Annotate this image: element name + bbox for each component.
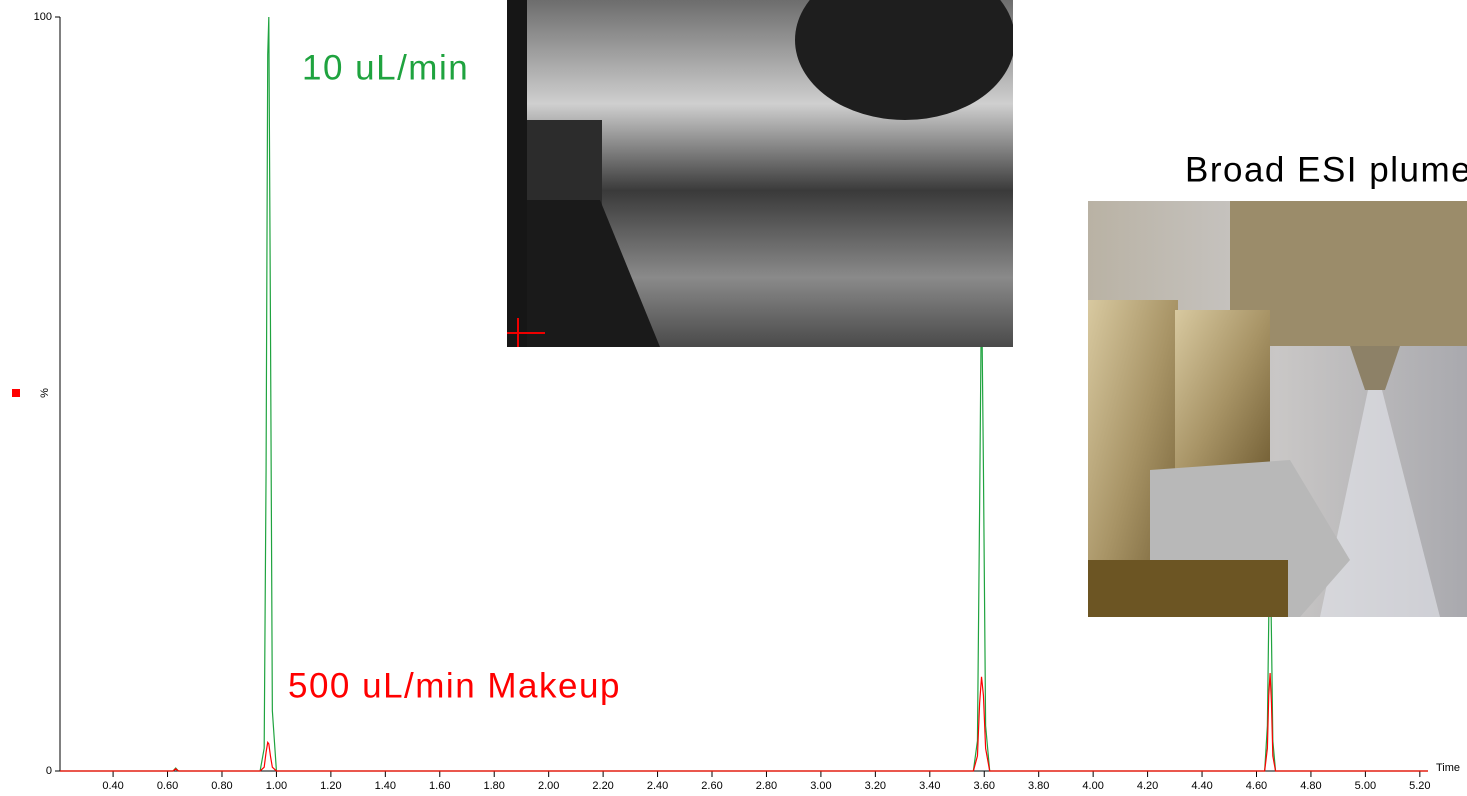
annotation: Broad ESI plume bbox=[1185, 150, 1467, 189]
x-tick-label: 0.40 bbox=[102, 780, 123, 792]
series-line bbox=[60, 672, 1428, 772]
x-tick-label: 2.00 bbox=[538, 780, 559, 792]
x-tick-label: 4.00 bbox=[1082, 780, 1103, 792]
x-tick-label: 2.60 bbox=[701, 780, 722, 792]
x-tick-label: 2.80 bbox=[756, 780, 777, 792]
x-tick-label: 2.40 bbox=[647, 780, 668, 792]
x-tick-label: 1.60 bbox=[429, 780, 450, 792]
x-tick-label: 3.80 bbox=[1028, 780, 1049, 792]
x-tick-label: 3.20 bbox=[865, 780, 886, 792]
x-axis-label: Time bbox=[1436, 762, 1460, 774]
x-tick-label: 1.00 bbox=[266, 780, 287, 792]
series-label: 10 uL/min bbox=[302, 48, 469, 87]
x-tick-label: 5.20 bbox=[1409, 780, 1430, 792]
y-tick-label: 100 bbox=[34, 11, 52, 23]
legend-marker bbox=[12, 389, 20, 397]
x-tick-label: 1.40 bbox=[375, 780, 396, 792]
photo-narrow-plume bbox=[507, 0, 1013, 347]
x-tick-label: 5.00 bbox=[1355, 780, 1376, 792]
x-tick-label: 1.80 bbox=[484, 780, 505, 792]
x-tick-label: 0.80 bbox=[211, 780, 232, 792]
series-label: 500 uL/min Makeup bbox=[288, 666, 621, 705]
x-tick-label: 0.60 bbox=[157, 780, 178, 792]
x-tick-label: 3.40 bbox=[919, 780, 940, 792]
y-tick-label: 0 bbox=[46, 765, 52, 777]
x-tick-label: 3.00 bbox=[810, 780, 831, 792]
x-tick-label: 4.60 bbox=[1246, 780, 1267, 792]
photo-broad-plume bbox=[1088, 201, 1467, 617]
plot-area: 0 100 0.40 0.60 0.80 1.00 1.20 1.40 1.60 1.80 2.00… bbox=[12, 11, 1460, 792]
x-tick-label: 4.40 bbox=[1191, 780, 1212, 792]
x-tick-label: 4.20 bbox=[1137, 780, 1158, 792]
x-tick-label: 2.20 bbox=[592, 780, 613, 792]
x-tick-label: 3.60 bbox=[974, 780, 995, 792]
y-axis-label: % bbox=[39, 388, 51, 398]
x-tick-label: 1.20 bbox=[320, 780, 341, 792]
x-tick-label: 4.80 bbox=[1300, 780, 1321, 792]
